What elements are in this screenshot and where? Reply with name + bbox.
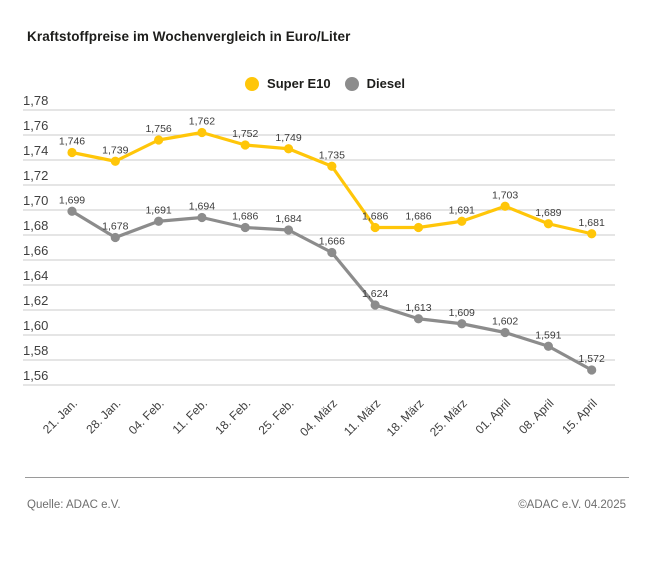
value-label-super-e10: 1,756 bbox=[145, 123, 171, 135]
footer-source: Quelle: ADAC e.V. bbox=[27, 499, 121, 511]
footer-copyright: ©ADAC e.V. 04.2025 bbox=[518, 499, 626, 511]
x-tick-label: 18. März bbox=[384, 396, 427, 439]
data-point-diesel bbox=[543, 341, 553, 351]
value-label-diesel: 1,666 bbox=[319, 236, 345, 248]
data-point-super-e10 bbox=[240, 140, 250, 150]
y-tick-label: 1,62 bbox=[23, 293, 48, 308]
x-tick-label: 01. April bbox=[473, 396, 514, 437]
y-tick-label: 1,74 bbox=[23, 143, 48, 158]
y-tick-label: 1,64 bbox=[23, 268, 48, 283]
value-label-super-e10: 1,735 bbox=[319, 149, 345, 161]
value-label-super-e10: 1,691 bbox=[449, 204, 475, 216]
legend-label-super-e10: Super E10 bbox=[267, 76, 331, 91]
data-point-diesel bbox=[67, 206, 77, 216]
y-tick-label: 1,68 bbox=[23, 218, 48, 233]
x-tick-label: 04. März bbox=[297, 396, 340, 439]
data-point-diesel bbox=[413, 314, 424, 324]
legend-item-diesel: Diesel bbox=[344, 76, 405, 91]
data-point-super-e10 bbox=[110, 156, 120, 166]
value-label-super-e10: 1,762 bbox=[189, 116, 215, 128]
series-line-super-e10 bbox=[70, 130, 594, 236]
data-point-diesel bbox=[240, 222, 250, 233]
x-tick-label: 21. Jan. bbox=[40, 396, 80, 436]
value-label-diesel: 1,694 bbox=[189, 201, 215, 213]
data-point-super-e10 bbox=[457, 216, 467, 226]
data-point-diesel bbox=[370, 300, 380, 310]
footer-divider bbox=[25, 477, 629, 478]
data-point-diesel bbox=[327, 247, 337, 258]
y-tick-label: 1,72 bbox=[23, 168, 48, 183]
y-tick-label: 1,66 bbox=[23, 243, 48, 258]
x-tick-label: 25. Feb. bbox=[256, 396, 297, 437]
data-point-super-e10 bbox=[413, 222, 424, 233]
page-title: Kraftstoffpreise im Wochenvergleich in E… bbox=[27, 29, 351, 44]
value-label-super-e10: 1,746 bbox=[59, 136, 85, 148]
value-label-diesel: 1,602 bbox=[492, 316, 518, 328]
y-tick-label: 1,70 bbox=[23, 193, 48, 208]
data-point-diesel bbox=[587, 365, 597, 375]
legend-dot-super-e10-icon bbox=[245, 76, 260, 91]
value-label-diesel: 1,699 bbox=[59, 194, 85, 206]
data-point-diesel bbox=[197, 212, 207, 223]
value-label-super-e10: 1,752 bbox=[232, 128, 258, 140]
data-point-super-e10 bbox=[500, 201, 510, 211]
data-point-super-e10 bbox=[327, 161, 337, 171]
data-point-super-e10 bbox=[587, 229, 597, 239]
y-tick-label: 1,56 bbox=[23, 368, 48, 383]
line-chart: 1,78 1,76 1,74 1,72 1,70 1,68 1,66 1,64 1,62 1,60… bbox=[23, 95, 615, 439]
data-point-diesel bbox=[154, 216, 164, 226]
value-label-diesel: 1,572 bbox=[579, 353, 605, 365]
y-tick-label: 1,76 bbox=[23, 118, 48, 133]
chart-legend: Super E10 Diesel bbox=[0, 76, 650, 91]
data-point-diesel bbox=[283, 225, 294, 235]
y-tick-label: 1,60 bbox=[23, 318, 48, 333]
x-tick-label: 04. Feb. bbox=[126, 396, 167, 437]
x-tick-label: 11. Feb. bbox=[170, 396, 210, 436]
legend-item-super-e10: Super E10 bbox=[245, 76, 331, 91]
legend-dot-diesel-icon bbox=[344, 76, 359, 91]
x-tick-label: 11. März bbox=[341, 396, 383, 438]
value-label-super-e10: 1,689 bbox=[535, 207, 561, 219]
data-point-diesel bbox=[500, 327, 510, 338]
data-point-diesel bbox=[110, 232, 120, 243]
value-label-diesel: 1,691 bbox=[145, 204, 171, 216]
y-tick-label: 1,58 bbox=[23, 343, 48, 358]
value-label-super-e10: 1,686 bbox=[405, 211, 431, 223]
x-tick-label: 15. April bbox=[559, 396, 600, 437]
value-label-super-e10: 1,749 bbox=[275, 132, 301, 144]
value-label-super-e10: 1,739 bbox=[102, 144, 128, 156]
value-label-diesel: 1,684 bbox=[275, 213, 301, 225]
data-point-diesel bbox=[457, 319, 467, 329]
value-label-diesel: 1,624 bbox=[362, 288, 388, 300]
value-label-super-e10: 1,703 bbox=[492, 189, 518, 201]
y-tick-label: 1,78 bbox=[23, 95, 48, 108]
data-point-super-e10 bbox=[67, 147, 77, 158]
value-label-diesel: 1,609 bbox=[449, 307, 475, 319]
value-label-super-e10: 1,686 bbox=[362, 211, 388, 223]
value-label-super-e10: 1,681 bbox=[579, 217, 605, 229]
value-label-diesel: 1,678 bbox=[102, 221, 128, 233]
legend-label-diesel: Diesel bbox=[366, 76, 405, 91]
x-tick-label: 28. Jan. bbox=[83, 396, 123, 436]
data-point-super-e10 bbox=[154, 135, 164, 145]
x-tick-label: 25. März bbox=[427, 396, 470, 439]
value-label-diesel: 1,591 bbox=[535, 329, 561, 341]
data-point-super-e10 bbox=[543, 219, 553, 229]
x-tick-label: 08. April bbox=[516, 396, 557, 437]
value-label-diesel: 1,613 bbox=[405, 302, 431, 314]
value-label-diesel: 1,686 bbox=[232, 211, 258, 223]
data-point-super-e10 bbox=[283, 144, 294, 154]
x-tick-label: 18. Feb. bbox=[212, 396, 253, 437]
data-point-super-e10 bbox=[370, 222, 380, 233]
data-point-super-e10 bbox=[197, 127, 207, 138]
